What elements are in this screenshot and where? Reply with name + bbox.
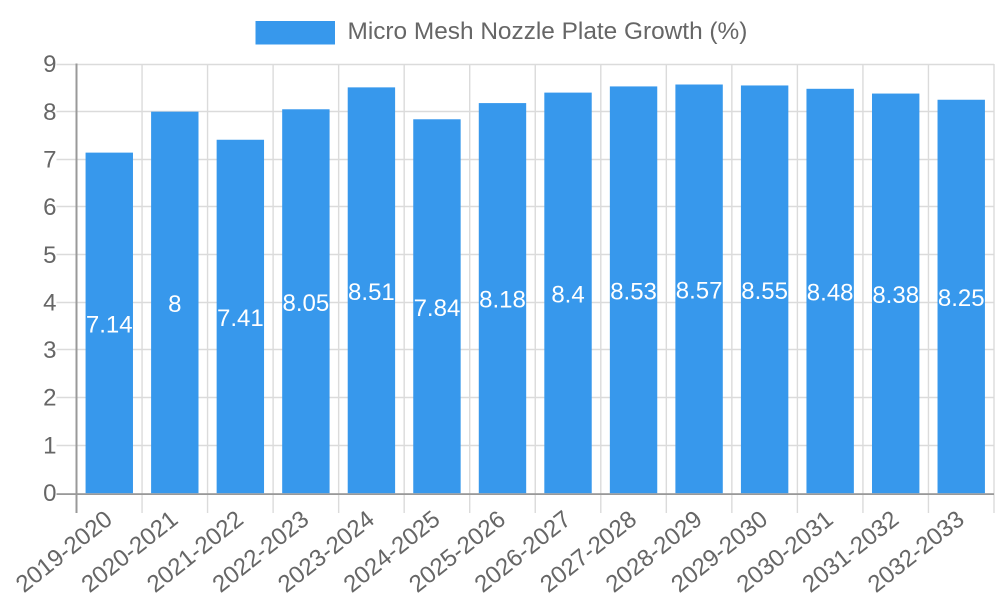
- svg-text:7: 7: [43, 146, 56, 173]
- svg-text:6: 6: [43, 194, 56, 221]
- svg-text:0: 0: [43, 480, 56, 507]
- svg-text:7.14: 7.14: [86, 312, 133, 339]
- svg-text:8.51: 8.51: [348, 279, 395, 306]
- svg-text:7.41: 7.41: [217, 305, 264, 332]
- svg-text:8.05: 8.05: [283, 290, 330, 317]
- svg-text:4: 4: [43, 289, 56, 316]
- svg-text:8.38: 8.38: [872, 282, 919, 309]
- svg-text:5: 5: [43, 242, 56, 269]
- svg-text:8.53: 8.53: [610, 278, 657, 305]
- svg-text:3: 3: [43, 337, 56, 364]
- svg-text:8.18: 8.18: [479, 287, 526, 314]
- svg-text:7.84: 7.84: [414, 295, 461, 322]
- svg-text:8.55: 8.55: [741, 278, 788, 305]
- svg-text:8.25: 8.25: [938, 285, 985, 312]
- svg-text:8.4: 8.4: [551, 282, 584, 309]
- svg-text:1: 1: [43, 432, 56, 459]
- svg-text:8.57: 8.57: [676, 277, 723, 304]
- svg-text:8.48: 8.48: [807, 280, 854, 307]
- svg-text:2: 2: [43, 385, 56, 412]
- svg-text:Micro Mesh Nozzle Plate Growth: Micro Mesh Nozzle Plate Growth (%): [348, 18, 748, 45]
- svg-text:8: 8: [43, 99, 56, 126]
- svg-text:8: 8: [168, 291, 181, 318]
- svg-text:9: 9: [43, 51, 56, 78]
